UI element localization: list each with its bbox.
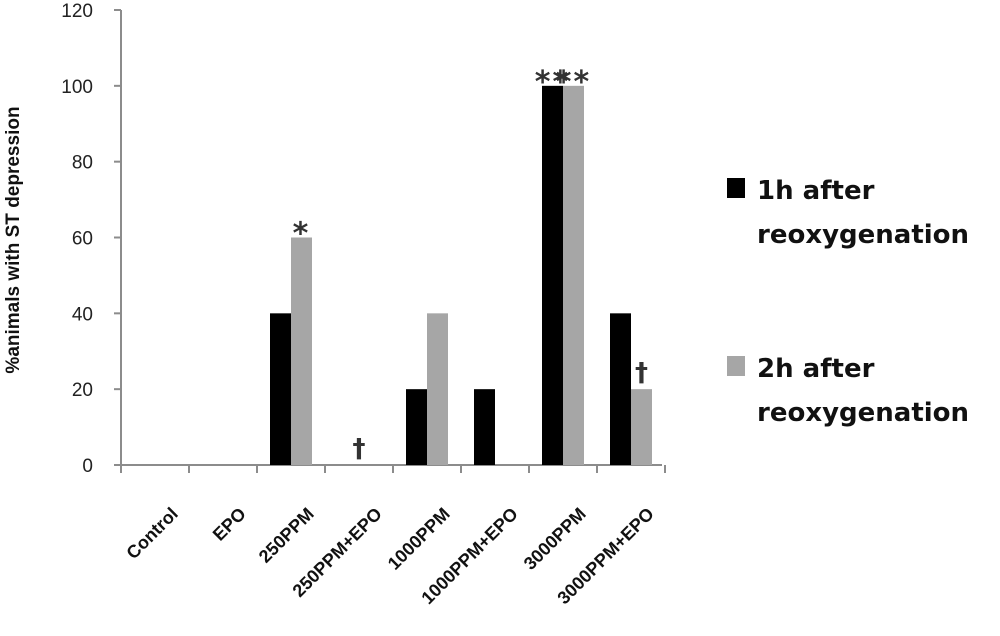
legend-swatch	[727, 356, 745, 376]
legend: 1h after reoxygenation 2h after reoxygenati…	[727, 176, 969, 428]
legend-label: reoxygenation	[757, 398, 969, 428]
significance-marker: **	[556, 65, 591, 100]
x-tick-labels: Control EPO 250PPM250PPM+EPO1000PPM1000PPM…	[122, 504, 657, 608]
legend-swatch	[727, 178, 745, 198]
bar	[291, 237, 312, 465]
y-tick-label: 100	[61, 77, 93, 98]
y-tick-label: 80	[72, 153, 93, 174]
legend-label: 1h after	[757, 176, 875, 206]
bars	[270, 85, 652, 465]
annotations: * † **** †	[293, 65, 648, 464]
x-tick-label: 250PPM	[255, 504, 318, 567]
bar	[474, 389, 495, 465]
bar	[631, 389, 652, 465]
significance-marker: †	[353, 434, 366, 464]
axes: 0 20 40 60 80 100 120	[61, 1, 666, 477]
y-tick-label: 20	[72, 380, 93, 401]
bar	[406, 389, 427, 465]
legend-label: reoxygenation	[757, 220, 969, 250]
y-tick-label: 120	[61, 1, 93, 22]
y-tick-label: 0	[82, 456, 93, 477]
y-tick-label: 40	[72, 304, 93, 325]
x-tick-label: 3000PPM	[520, 504, 590, 574]
bar	[427, 313, 448, 465]
significance-marker: **	[535, 65, 570, 100]
x-tick-label: Control	[122, 504, 181, 563]
legend-label: 2h after	[757, 354, 875, 384]
y-tick-label: 60	[72, 229, 93, 250]
bar	[542, 85, 563, 465]
bar	[270, 313, 291, 465]
bar	[610, 313, 631, 465]
bar	[563, 85, 584, 465]
x-tick-label: EPO	[209, 504, 250, 545]
significance-marker: *	[293, 217, 311, 252]
x-tick-label: 1000PPM	[384, 504, 454, 574]
significance-marker: †	[635, 358, 648, 388]
y-axis-label: %animals with ST depression	[3, 106, 24, 373]
